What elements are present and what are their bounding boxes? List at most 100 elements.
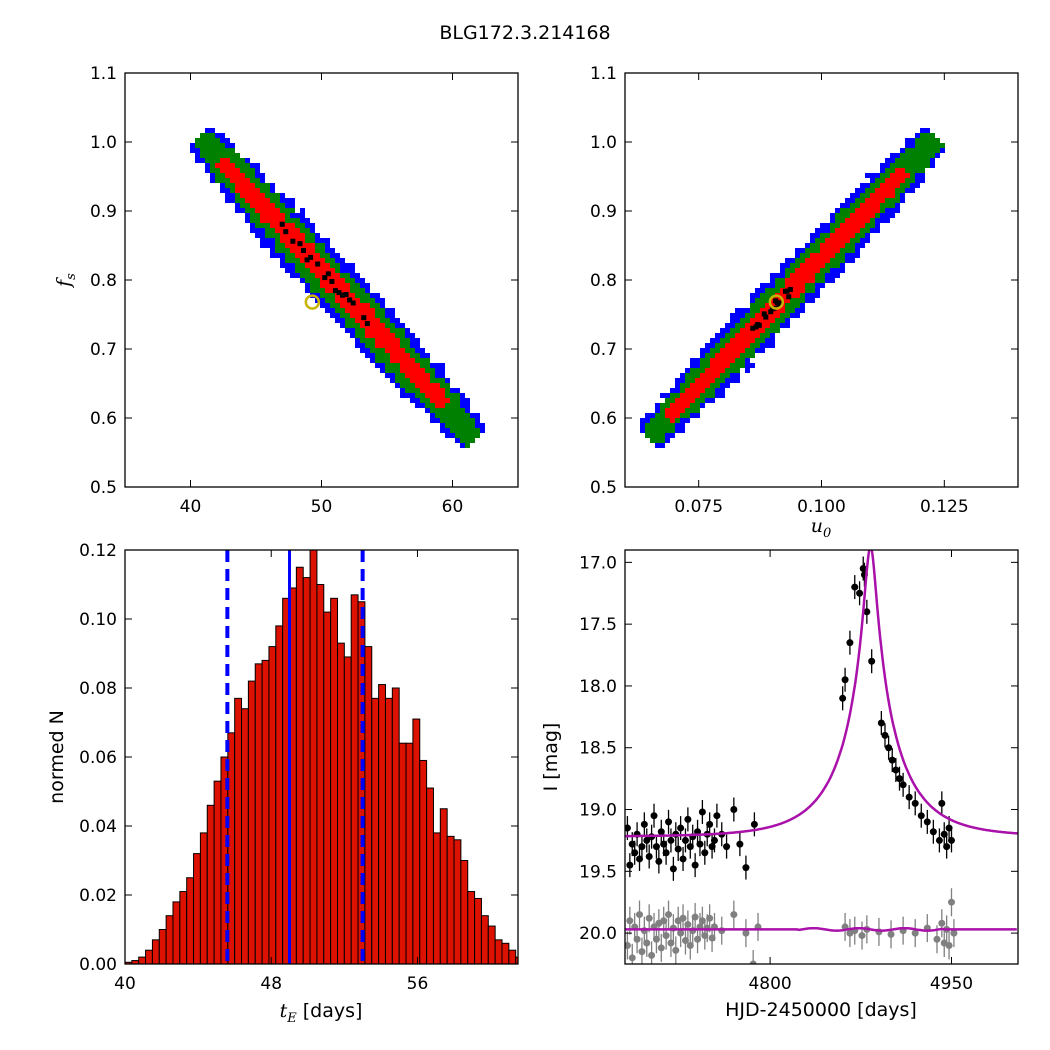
density-cell — [870, 223, 875, 228]
density-cell — [450, 428, 455, 433]
density-cell — [850, 208, 855, 213]
density-cell — [655, 408, 660, 413]
data-point — [945, 824, 953, 832]
density-cell — [265, 188, 270, 193]
density-cell — [875, 213, 880, 218]
density-cell — [310, 258, 315, 263]
density-cell — [395, 378, 400, 383]
density-cell — [825, 263, 830, 268]
y-tick-label: 0.8 — [90, 271, 117, 291]
density-cell — [790, 258, 795, 263]
density-cell — [480, 423, 485, 428]
density-cell — [320, 298, 325, 303]
density-cell — [840, 238, 845, 243]
density-cell — [245, 158, 250, 163]
density-cell — [705, 373, 710, 378]
density-cell — [475, 433, 480, 438]
residual-point — [686, 941, 694, 949]
density-cell — [900, 178, 905, 183]
density-cell — [450, 393, 455, 398]
density-cell — [790, 293, 795, 298]
density-cell — [205, 133, 210, 138]
density-cell — [735, 348, 740, 353]
density-cell — [340, 313, 345, 318]
density-cell-peak — [332, 288, 338, 294]
density-cell — [640, 423, 645, 428]
residual-point — [652, 935, 660, 943]
density-cell — [335, 258, 340, 263]
density-cell-peak — [297, 241, 303, 247]
density-cell — [210, 138, 215, 143]
density-cell — [190, 148, 195, 153]
density-cell — [865, 188, 870, 193]
density-cell — [685, 368, 690, 373]
density-cell — [300, 233, 305, 238]
density-cell — [295, 228, 300, 233]
density-cell — [920, 168, 925, 173]
density-cell — [690, 373, 695, 378]
histogram-bar — [432, 832, 441, 965]
histogram-bar — [186, 877, 195, 965]
density-cell — [870, 173, 875, 178]
density-cell — [285, 243, 290, 248]
residual-point — [625, 941, 631, 949]
density-cell — [370, 333, 375, 338]
density-cell — [850, 243, 855, 248]
density-cell — [830, 238, 835, 243]
density-cell — [300, 263, 305, 268]
density-cell — [755, 338, 760, 343]
density-cell — [665, 428, 670, 433]
density-cell — [310, 248, 315, 253]
data-point — [667, 836, 675, 844]
density-cell — [365, 288, 370, 293]
density-cell — [675, 423, 680, 428]
density-cell — [890, 178, 895, 183]
density-cell — [235, 183, 240, 188]
density-cell — [810, 258, 815, 263]
density-cell — [765, 283, 770, 288]
density-cell — [775, 313, 780, 318]
density-cell — [695, 413, 700, 418]
density-cell — [725, 373, 730, 378]
density-cell — [350, 318, 355, 323]
density-cell — [280, 213, 285, 218]
data-point — [628, 840, 636, 848]
density-cell — [305, 253, 310, 258]
density-cell — [740, 323, 745, 328]
density-cell — [690, 363, 695, 368]
density-cell — [380, 303, 385, 308]
density-cell — [800, 308, 805, 313]
density-cell — [775, 273, 780, 278]
density-cell — [465, 398, 470, 403]
density-cell — [390, 338, 395, 343]
density-cell — [640, 428, 645, 433]
density-cell — [375, 353, 380, 358]
density-cell — [210, 143, 215, 148]
density-cell — [810, 263, 815, 268]
density-cell — [395, 318, 400, 323]
density-cell — [340, 268, 345, 273]
density-cell — [210, 153, 215, 158]
density-cell — [770, 303, 775, 308]
density-cell — [460, 393, 465, 398]
density-cell — [375, 348, 380, 353]
density-cell — [910, 188, 915, 193]
density-cell — [275, 228, 280, 233]
density-cell — [720, 368, 725, 373]
density-cell — [700, 353, 705, 358]
density-cell — [470, 418, 475, 423]
density-cell — [930, 163, 935, 168]
density-cell — [855, 248, 860, 253]
x-tick-label: 4800 — [748, 974, 791, 994]
density-cell — [265, 203, 270, 208]
density-cell — [370, 348, 375, 353]
density-cell — [800, 263, 805, 268]
density-cell — [445, 433, 450, 438]
density-cell — [270, 253, 275, 258]
density-cell — [710, 363, 715, 368]
data-point — [669, 865, 677, 873]
density-cell — [820, 263, 825, 268]
density-cell — [825, 248, 830, 253]
density-cell — [710, 383, 715, 388]
density-cell — [845, 238, 850, 243]
